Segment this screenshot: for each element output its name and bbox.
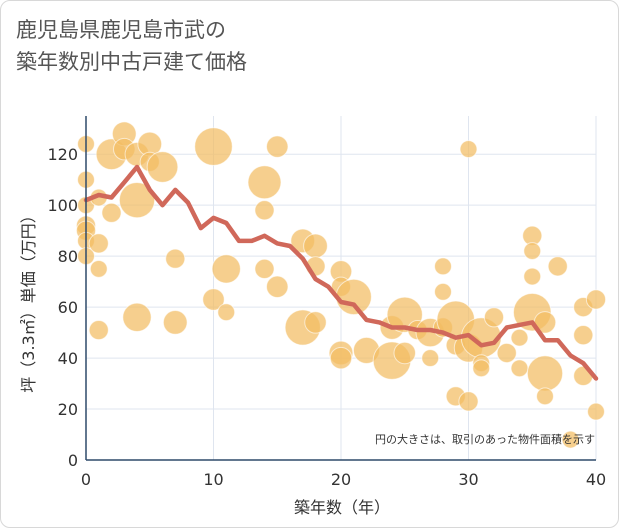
y-tick-label: 20 [58, 400, 78, 419]
bubble-point [561, 430, 580, 449]
bubble-point [335, 278, 372, 316]
bubble-point [303, 233, 328, 259]
x-axis-label: 築年数（年） [294, 498, 390, 517]
bubble-point [217, 303, 236, 322]
y-tick-label: 60 [58, 298, 78, 317]
bubble-point [194, 127, 233, 166]
bubble-point [88, 319, 109, 341]
y-tick-label: 40 [58, 349, 78, 368]
bubble-point [510, 328, 529, 347]
bubble-point [254, 200, 275, 221]
chart-title: 鹿児島県鹿児島市武の 築年数別中古戸建て価格 [16, 14, 247, 78]
bubble-point [472, 359, 491, 378]
bubble-point [211, 254, 241, 284]
y-tick-label: 120 [47, 145, 78, 164]
bubble-point [523, 267, 542, 286]
bubble-point [162, 310, 188, 335]
bubble-point [547, 256, 568, 277]
bubble-point [266, 135, 289, 158]
y-tick-label: 80 [58, 247, 78, 266]
bubble-point [101, 202, 122, 223]
bubble-point [458, 391, 479, 412]
chart-title-line-2: 築年数別中古戸建て価格 [16, 50, 247, 74]
bubble-point [165, 248, 186, 269]
bubble-point [573, 325, 594, 346]
x-tick-label: 20 [331, 470, 351, 489]
bubble-point [496, 342, 517, 364]
bubble-point [202, 288, 225, 311]
bubble-point [146, 151, 179, 183]
bubble-point [247, 165, 282, 200]
y-tick-label: 100 [47, 196, 78, 215]
bubble-series [75, 121, 607, 449]
bubble-point [536, 387, 554, 406]
bubble-point [585, 289, 607, 310]
bubble-point [118, 181, 156, 219]
bubble-point [526, 355, 564, 392]
x-tick-label: 30 [458, 470, 478, 489]
y-tick-labels: 0 20 40 60 80 100 120 [47, 145, 78, 470]
bubble-point [122, 302, 152, 333]
bubble-point [587, 402, 605, 421]
bubble-point [510, 359, 529, 378]
bubble-point [393, 341, 416, 365]
bubble-point [434, 282, 452, 301]
bubble-point [266, 275, 289, 298]
x-tick-label: 40 [586, 470, 606, 489]
x-tick-label: 10 [203, 470, 223, 489]
bubble-point [329, 346, 353, 370]
bubble-point [483, 307, 505, 328]
bubble-point [254, 258, 275, 279]
chart-title-line-1: 鹿児島県鹿児島市武の [16, 18, 226, 42]
bubble-point [459, 140, 478, 159]
y-tick-label: 0 [68, 451, 78, 470]
y-axis-label: 坪（3.3㎡）単価（万円） [19, 207, 38, 392]
trend-line-series [83, 164, 599, 381]
bubble-point [89, 259, 108, 278]
bubble-point [304, 311, 327, 334]
bubble-point [523, 242, 542, 261]
axes [85, 116, 596, 461]
x-tick-label: 0 [81, 470, 91, 489]
x-tick-labels: 0 10 20 30 40 [81, 470, 606, 489]
trend-line [83, 164, 599, 381]
bubble-point [421, 349, 440, 368]
size-note: 円の大きさは、取引のあった物件面積を示す [375, 432, 595, 446]
bubble-point [434, 257, 452, 276]
bubble-point [88, 233, 109, 254]
